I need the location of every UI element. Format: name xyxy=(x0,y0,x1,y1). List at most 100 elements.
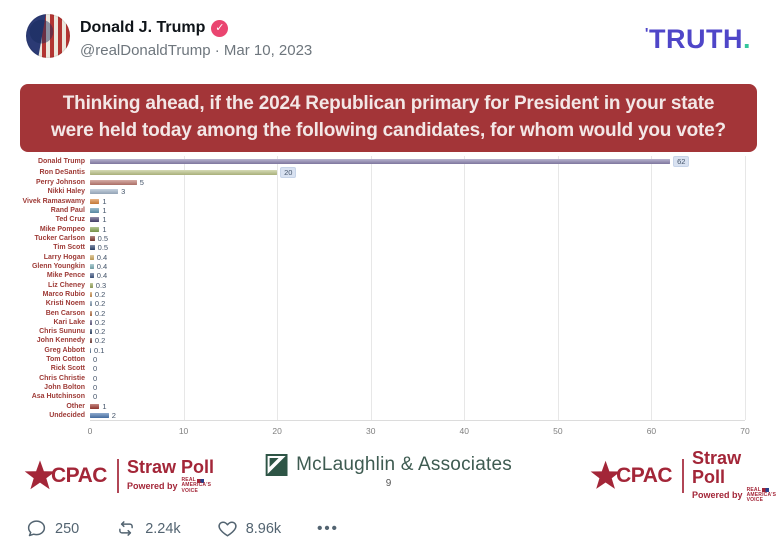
x-tick-label: 20 xyxy=(272,426,282,436)
rav-flag-icon xyxy=(761,488,769,493)
gridline xyxy=(557,156,559,420)
bar xyxy=(90,180,137,186)
rav-line3: VOICE xyxy=(181,487,199,494)
bar xyxy=(90,329,92,335)
display-name[interactable]: Donald J. Trump xyxy=(80,19,206,36)
bar-track: 0.4 xyxy=(90,262,757,271)
truth-logo-tick: ' xyxy=(644,25,649,42)
bar-label: Mike Pompeo xyxy=(39,225,85,233)
bar-value: 1 xyxy=(102,215,107,225)
chart-row: Donald Trump 62 xyxy=(20,156,757,167)
bar-label: Chris Sununu xyxy=(39,328,85,336)
question-text: Thinking ahead, if the 2024 Republican p… xyxy=(51,93,726,141)
bar-track: 0.4 xyxy=(90,271,757,280)
x-tick-label: 0 xyxy=(87,426,93,436)
bar-track: 1 xyxy=(90,215,757,224)
bar-track: 0.2 xyxy=(90,327,757,336)
bar-value: 0.4 xyxy=(96,271,108,281)
bar-label: Glenn Youngkin xyxy=(31,262,85,270)
bar-value: 0 xyxy=(93,383,98,393)
bar xyxy=(90,217,100,223)
bar-value: 1 xyxy=(102,401,107,411)
rav-line2: AMERICA'S xyxy=(181,482,212,489)
bar-label: Ted Cruz xyxy=(55,216,85,224)
bar-label: Ron DeSantis xyxy=(39,169,85,176)
bar-track: 0.2 xyxy=(90,308,757,318)
mclaughlin-square-icon xyxy=(265,454,288,476)
chart-row: Rick Scott 0 xyxy=(20,364,757,373)
chart-footer: CPAC Straw Poll Powered by REAL AMERICA'… xyxy=(0,448,777,508)
bar-value: 0 xyxy=(93,355,98,365)
chart-row: Mike Pompeo 1 xyxy=(20,225,757,234)
bar-value: 5 xyxy=(139,178,144,188)
bar-label: Larry Hogan xyxy=(43,253,85,261)
bar xyxy=(90,347,91,353)
bar-label: Greg Abbott xyxy=(44,346,85,354)
gridline xyxy=(651,156,653,420)
bar-label: Kari Lake xyxy=(53,318,85,326)
powered-by-label: Powered by xyxy=(126,480,178,491)
gridline xyxy=(277,156,279,420)
mclaughlin-name: McLaughlin & Associates xyxy=(296,454,512,475)
real-americas-voice-logo: REAL AMERICA'S VOICE xyxy=(181,477,212,494)
cpac-divider xyxy=(682,459,685,493)
bar xyxy=(90,170,278,175)
bar xyxy=(90,282,93,288)
bar xyxy=(90,301,92,307)
bar-label: Donald Trump xyxy=(37,158,85,165)
bar-track: 0.2 xyxy=(90,299,757,308)
bar-label: Rand Paul xyxy=(50,207,85,215)
retruth-button[interactable]: 2.24k xyxy=(115,518,181,539)
bar-value: 2 xyxy=(111,410,116,420)
bar-label: Other xyxy=(66,402,85,410)
reply-button[interactable]: 250 xyxy=(26,518,79,539)
chart-row: John Bolton 0 xyxy=(20,383,757,392)
avatar[interactable] xyxy=(26,14,70,58)
post-meta[interactable]: @realDonaldTrump · Mar 10, 2023 xyxy=(80,42,313,59)
retruth-icon xyxy=(119,521,134,536)
bar-label: Kristi Noem xyxy=(45,300,85,308)
bar-label: Perry Johnson xyxy=(35,179,85,187)
chart-row: Ben Carson 0.2 xyxy=(20,308,757,318)
chart-row: Tom Cotton 0 xyxy=(20,355,757,364)
bar xyxy=(90,273,94,279)
bar-label: Tom Cotton xyxy=(46,356,85,364)
bar-label: John Bolton xyxy=(44,384,85,392)
more-button[interactable]: ••• xyxy=(317,520,339,537)
chart-row: Marco Rubio 0.2 xyxy=(20,290,757,299)
like-count: 8.96k xyxy=(245,520,282,537)
cpac-divider xyxy=(116,459,119,493)
bar-track: 1 xyxy=(90,402,757,411)
poll-chart[interactable]: Donald Trump 62 Ron DeSantis 20 Perry Johnso… xyxy=(20,156,757,446)
bar xyxy=(90,263,94,269)
bar-label: Nikki Haley xyxy=(47,188,85,196)
bar-value: 1 xyxy=(102,196,107,206)
chart-row: Ted Cruz 1 xyxy=(20,215,757,224)
rav-line1: REAL xyxy=(181,477,196,484)
question-banner: Thinking ahead, if the 2024 Republican p… xyxy=(20,84,757,152)
bar xyxy=(90,245,95,251)
bar-track: 0.2 xyxy=(90,318,757,327)
bar-value: 0.2 xyxy=(94,317,106,327)
chart-row: Tim Scott 0.5 xyxy=(20,243,757,252)
bar-track: 1 xyxy=(90,225,757,234)
x-tick-label: 40 xyxy=(459,426,470,436)
chart-row: Mike Pence 0.4 xyxy=(20,271,757,280)
chart-row: Chris Sununu 0.2 xyxy=(20,327,757,336)
bar xyxy=(90,319,92,325)
bar-track: 0.2 xyxy=(90,290,757,299)
chart-row: Nikki Haley 3 xyxy=(20,187,757,196)
chart-row: Kari Lake 0.2 xyxy=(20,318,757,327)
bar-value: 20 xyxy=(280,167,297,178)
cpac-star-icon xyxy=(590,460,621,489)
bar-value: 0.5 xyxy=(97,234,109,244)
chart-row: Greg Abbott 0.1 xyxy=(20,346,757,355)
bar xyxy=(90,198,100,204)
bar-value: 0.2 xyxy=(94,327,106,337)
bar-value: 0.1 xyxy=(94,345,105,355)
chart-row: Kristi Noem 0.2 xyxy=(20,299,757,308)
reply-icon xyxy=(27,520,46,537)
like-button[interactable]: 8.96k xyxy=(217,518,281,539)
chart-row: Asa Hutchinson 0 xyxy=(20,392,757,401)
